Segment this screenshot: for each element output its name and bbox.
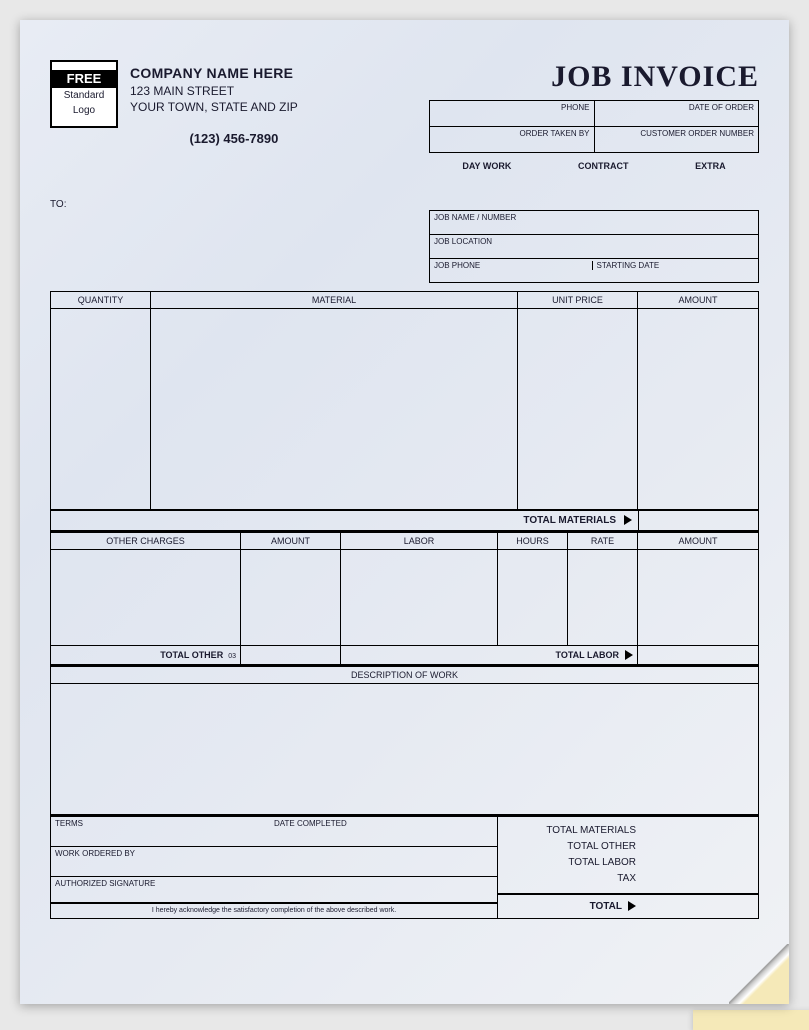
footer: TERMS DATE COMPLETED WORK ORDERED BY AUT… bbox=[50, 815, 759, 919]
document-title: JOB INVOICE bbox=[429, 60, 759, 94]
page-curl-decoration bbox=[729, 944, 789, 1004]
unit-price-col bbox=[518, 309, 638, 509]
material-col bbox=[151, 309, 518, 509]
hours-col bbox=[498, 550, 568, 645]
arrow-right-icon bbox=[624, 515, 632, 525]
logo-placeholder: FREE Standard Logo bbox=[50, 60, 118, 128]
material-header: MATERIAL bbox=[151, 292, 518, 308]
materials-body bbox=[51, 309, 758, 509]
materials-table: QUANTITY MATERIAL UNIT PRICE AMOUNT TOTA… bbox=[50, 291, 759, 531]
phone-field-label: PHONE bbox=[430, 101, 595, 126]
description-header: DESCRIPTION OF WORK bbox=[51, 667, 758, 684]
labor-header: LABOR bbox=[341, 533, 498, 549]
footer-left: TERMS DATE COMPLETED WORK ORDERED BY AUT… bbox=[51, 817, 498, 918]
terms-row: TERMS DATE COMPLETED bbox=[51, 817, 497, 847]
job-location-label: JOB LOCATION bbox=[434, 237, 492, 246]
total-other-value bbox=[241, 646, 341, 664]
header-right: JOB INVOICE PHONE DATE OF ORDER ORDER TA… bbox=[429, 60, 759, 179]
total-labor-value bbox=[638, 646, 758, 664]
rate-col bbox=[568, 550, 638, 645]
total-materials-label: TOTAL MATERIALS bbox=[51, 511, 624, 530]
job-info-grid: JOB NAME / NUMBER JOB LOCATION JOB PHONE… bbox=[429, 210, 759, 283]
contract-label: CONTRACT bbox=[578, 161, 629, 171]
total-labor-line: TOTAL LABOR bbox=[510, 855, 636, 871]
charges-header-row: OTHER CHARGES AMOUNT LABOR HOURS RATE AM… bbox=[51, 533, 758, 550]
logo-free-label: FREE bbox=[52, 70, 116, 88]
work-ordered-by-label: WORK ORDERED BY bbox=[55, 849, 135, 858]
totals-block: TOTAL MATERIALS TOTAL OTHER TOTAL LABOR … bbox=[498, 817, 758, 893]
authorized-signature-label: AUTHORIZED SIGNATURE bbox=[55, 879, 155, 888]
charges-total-row: TOTAL OTHER 03 TOTAL LABOR bbox=[51, 645, 758, 664]
total-materials-row: TOTAL MATERIALS bbox=[51, 509, 758, 530]
quantity-header: QUANTITY bbox=[51, 292, 151, 308]
work-type-row: DAY WORK CONTRACT EXTRA bbox=[429, 153, 759, 179]
company-street: 123 MAIN STREET bbox=[130, 83, 298, 99]
amount-header: AMOUNT bbox=[638, 292, 758, 308]
total-labor-cell: TOTAL LABOR bbox=[341, 646, 638, 664]
terms-label: TERMS bbox=[55, 819, 274, 828]
charges-table: OTHER CHARGES AMOUNT LABOR HOURS RATE AM… bbox=[50, 531, 759, 665]
labor-amount-col bbox=[638, 550, 758, 645]
order-info-grid: PHONE DATE OF ORDER ORDER TAKEN BY CUSTO… bbox=[429, 100, 759, 153]
grand-total-label: TOTAL bbox=[510, 901, 628, 912]
header: FREE Standard Logo COMPANY NAME HERE 123… bbox=[50, 60, 759, 179]
total-other-line: TOTAL OTHER bbox=[510, 839, 636, 855]
logo-logo-label: Logo bbox=[71, 103, 97, 118]
grand-total-value bbox=[646, 901, 746, 912]
starting-date-label: STARTING DATE bbox=[593, 261, 755, 270]
total-labor-label: TOTAL LABOR bbox=[556, 650, 620, 660]
job-name-number-label: JOB NAME / NUMBER bbox=[434, 213, 516, 222]
footer-right: TOTAL MATERIALS TOTAL OTHER TOTAL LABOR … bbox=[498, 817, 758, 918]
hours-header: HOURS bbox=[498, 533, 568, 549]
date-order-field-label: DATE OF ORDER bbox=[595, 101, 759, 126]
to-section: TO: JOB NAME / NUMBER JOB LOCATION JOB P… bbox=[50, 199, 759, 283]
work-ordered-by-row: WORK ORDERED BY bbox=[51, 847, 497, 877]
charges-body bbox=[51, 550, 758, 645]
extra-label: EXTRA bbox=[695, 161, 726, 171]
amount-col bbox=[638, 309, 758, 509]
other-charges-col bbox=[51, 550, 241, 645]
job-phone-label: JOB PHONE bbox=[434, 261, 593, 270]
other-charges-header: OTHER CHARGES bbox=[51, 533, 241, 549]
total-materials-line: TOTAL MATERIALS bbox=[510, 823, 636, 839]
labor-amount-header: AMOUNT bbox=[638, 533, 758, 549]
signature-row: AUTHORIZED SIGNATURE bbox=[51, 877, 497, 903]
company-citystate: YOUR TOWN, STATE AND ZIP bbox=[130, 99, 298, 115]
materials-header-row: QUANTITY MATERIAL UNIT PRICE AMOUNT bbox=[51, 292, 758, 309]
order-taken-by-label: ORDER TAKEN BY bbox=[430, 127, 595, 152]
acknowledgment-text: I hereby acknowledge the satisfactory co… bbox=[51, 903, 497, 917]
company-phone: (123) 456-7890 bbox=[170, 131, 298, 146]
description-body bbox=[51, 684, 758, 814]
carbon-copy-sheet bbox=[693, 1010, 809, 1030]
arrow-right-icon bbox=[625, 650, 633, 660]
total-materials-value bbox=[638, 511, 758, 530]
company-name: COMPANY NAME HERE bbox=[130, 64, 298, 83]
rate-header: RATE bbox=[568, 533, 638, 549]
other-amount-col bbox=[241, 550, 341, 645]
header-left: FREE Standard Logo COMPANY NAME HERE 123… bbox=[50, 60, 298, 179]
company-block: COMPANY NAME HERE 123 MAIN STREET YOUR T… bbox=[130, 60, 298, 179]
customer-order-number-label: CUSTOMER ORDER NUMBER bbox=[595, 127, 759, 152]
arrow-right-icon bbox=[628, 901, 636, 911]
tax-line: TAX bbox=[510, 871, 636, 887]
quantity-col bbox=[51, 309, 151, 509]
to-label: TO: bbox=[50, 199, 759, 210]
grand-total-row: TOTAL bbox=[498, 893, 758, 918]
labor-col bbox=[341, 550, 498, 645]
other-amount-header: AMOUNT bbox=[241, 533, 341, 549]
unit-price-header: UNIT PRICE bbox=[518, 292, 638, 308]
total-other-label: TOTAL OTHER 03 bbox=[51, 646, 241, 664]
totals-values-col bbox=[646, 823, 746, 887]
invoice-page: FREE Standard Logo COMPANY NAME HERE 123… bbox=[20, 20, 789, 1004]
date-completed-label: DATE COMPLETED bbox=[274, 819, 493, 828]
description-section: DESCRIPTION OF WORK bbox=[50, 665, 759, 815]
logo-standard-label: Standard bbox=[62, 88, 107, 103]
day-work-label: DAY WORK bbox=[462, 161, 511, 171]
